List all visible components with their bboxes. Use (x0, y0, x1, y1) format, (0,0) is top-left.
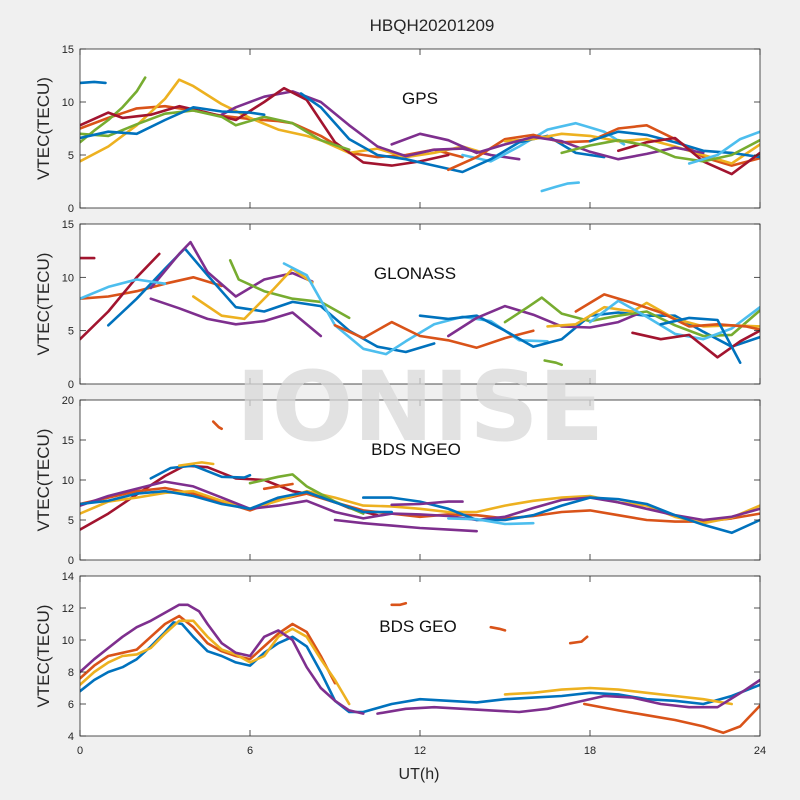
series-line-19 (543, 359, 563, 367)
series-line-2 (107, 247, 436, 354)
series-line-10 (333, 518, 478, 533)
y-tick-label: 15 (62, 44, 74, 56)
chart-title: HBQH20201209 (370, 16, 495, 35)
y-axis-label: VTEC(TECU) (34, 429, 53, 532)
x-tick-label: 6 (247, 745, 253, 757)
y-tick-label: 10 (62, 272, 74, 284)
y-tick-label: 10 (62, 97, 74, 109)
y-tick-label: 5 (68, 150, 74, 162)
series-line-4 (80, 76, 147, 144)
series-line-5 (376, 678, 760, 715)
series-line-5 (80, 278, 167, 300)
y-tick-label: 5 (68, 326, 74, 338)
y-tick-label: 6 (68, 699, 74, 711)
y-tick-label: 0 (68, 379, 74, 391)
y-tick-label: 10 (62, 475, 74, 487)
series-group (80, 420, 760, 535)
watermark: IONISE (236, 351, 604, 463)
series-line-12 (80, 489, 393, 514)
panel-label: BDS GEO (379, 617, 456, 636)
y-tick-label: 15 (62, 435, 74, 447)
series-line-6 (228, 259, 351, 320)
plot-area (80, 400, 760, 560)
series-line-16 (80, 106, 266, 140)
series-group (80, 76, 760, 193)
series-line-13 (588, 130, 760, 159)
series-group (80, 601, 760, 735)
series-line-1 (80, 614, 337, 685)
y-tick-label: 5 (68, 515, 74, 527)
panel-0: 0 5 10 15 VTEC(TECU) GPS (34, 44, 761, 215)
series-line-18 (659, 316, 742, 364)
series-line-3 (80, 603, 365, 715)
series-line-11 (80, 109, 351, 151)
series-group (80, 240, 760, 367)
series-line-2 (80, 78, 493, 163)
y-tick-label: 14 (62, 571, 74, 583)
series-line-17 (687, 130, 760, 165)
series-line-6 (80, 86, 450, 167)
series-line-13 (390, 500, 464, 507)
series-line-11 (262, 482, 294, 491)
y-tick-label: 8 (68, 667, 74, 679)
panel-label: BDS NGEO (371, 440, 461, 459)
series-line-15 (588, 299, 760, 341)
panel-label: GLONASS (374, 264, 456, 283)
series-line-3 (177, 461, 215, 467)
y-tick-label: 4 (68, 731, 74, 743)
plot-area (80, 49, 760, 208)
panel-1: 0 5 10 15 VTEC(TECU) GLONASS (34, 219, 761, 391)
panel-2: 0 5 10 15 20 VTEC(TECU) BDS NGEO (34, 395, 761, 567)
series-line-5 (461, 121, 626, 163)
x-tick-label: 24 (754, 745, 766, 757)
series-line-8 (489, 625, 507, 632)
series-line-10 (333, 320, 535, 349)
x-tick-label: 18 (584, 745, 596, 757)
series-line-0 (80, 80, 107, 85)
y-axis-label: VTEC(TECU) (34, 253, 53, 356)
series-line-7 (390, 601, 408, 607)
series-line-6 (583, 702, 760, 735)
series-line-2 (80, 619, 351, 706)
x-axis-label: UT(h) (399, 766, 440, 783)
series-line-17 (631, 329, 760, 359)
series-line-9 (447, 517, 535, 526)
series-line-10 (390, 132, 705, 161)
panel-label: GPS (402, 89, 438, 108)
series-line-15 (560, 138, 760, 163)
series-line-4 (80, 486, 760, 523)
series-line-5 (80, 489, 760, 525)
y-tick-label: 0 (68, 203, 74, 215)
x-tick-label: 0 (77, 745, 83, 757)
series-line-8 (149, 297, 323, 338)
y-tick-label: 10 (62, 635, 74, 647)
y-tick-label: 15 (62, 219, 74, 231)
series-line-9 (568, 635, 589, 645)
series-line-2 (149, 464, 252, 480)
series-line-7 (192, 267, 314, 321)
series-line-12 (447, 304, 643, 338)
series-line-4 (80, 252, 161, 341)
plot-area (80, 576, 760, 736)
series-line-4 (503, 686, 733, 706)
series-line-6 (80, 480, 760, 522)
y-tick-label: 0 (68, 555, 74, 567)
y-axis-label: VTEC(TECU) (34, 77, 53, 180)
series-line-0 (211, 420, 223, 431)
y-tick-label: 12 (62, 603, 74, 615)
panels: 0 5 10 15 VTEC(TECU) GPS 0 5 10 15 VTEC(TECU) GLONA… (34, 44, 766, 757)
panel-3: 4 6 8 10 12 14 0 6 12 18 24 VTEC(TECU) BDS GEO (34, 571, 766, 757)
y-axis-label: VTEC(TECU) (34, 605, 53, 708)
series-line-12 (540, 181, 580, 193)
y-tick-label: 20 (62, 395, 74, 407)
x-tick-label: 12 (414, 745, 426, 757)
series-line-16 (574, 293, 760, 331)
